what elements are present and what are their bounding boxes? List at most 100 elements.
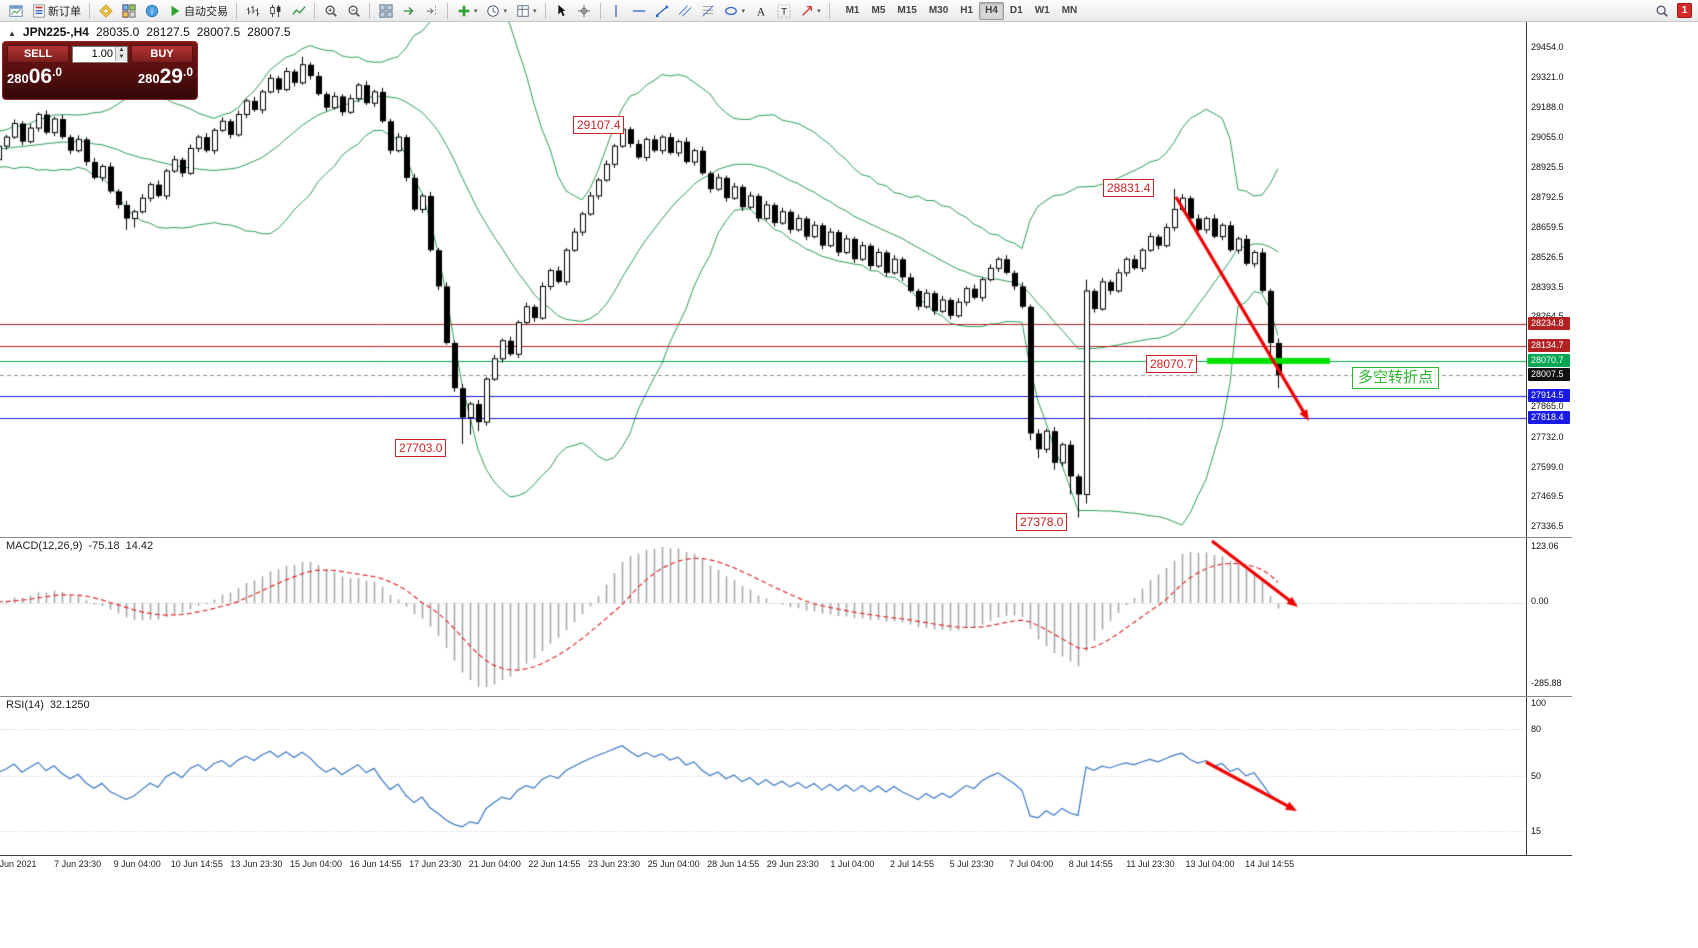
text-label-button[interactable]: T: [772, 1, 795, 20]
macd-tick-label: 0.00: [1531, 596, 1549, 606]
cursor-button[interactable]: [550, 1, 573, 20]
chart-high: 28127.5: [146, 25, 190, 39]
trendline-button[interactable]: [651, 1, 674, 20]
equidistant-channel-button[interactable]: [674, 1, 697, 20]
buy-button[interactable]: BUY: [131, 45, 193, 63]
vline-icon: [609, 3, 624, 18]
timeframe-m1-button[interactable]: M1: [840, 2, 866, 20]
vertical-line-button[interactable]: [605, 1, 628, 20]
new-chart-button[interactable]: [4, 1, 27, 20]
macd-axis: 123.06 0.00 -285.88: [1526, 538, 1588, 696]
rsi-tick-label: 15: [1531, 826, 1542, 837]
macd-tick-label: 123.06: [1531, 541, 1559, 551]
time-tick-label: 17 Jun 23:30: [409, 859, 462, 869]
panel-separator[interactable]: [0, 696, 1572, 697]
templates-button[interactable]: ▾: [511, 1, 541, 20]
chart-window-icon: [8, 3, 23, 18]
toolbar-separator: [447, 2, 448, 19]
chart-title: ▲ JPN225-,H4 28035.0 28127.5 28007.5 280…: [8, 25, 291, 39]
shapes-button[interactable]: ▾: [720, 1, 750, 20]
toolbar-separator: [599, 2, 601, 19]
candle-chart-mode-button[interactable]: [264, 1, 287, 20]
time-tick-label: 7 Jun 23:30: [54, 859, 102, 869]
bar-chart-mode-button[interactable]: [241, 1, 264, 20]
time-tick-label: 5 Jul 23:30: [949, 859, 994, 869]
periods-button[interactable]: ▾: [482, 1, 512, 20]
indicators-button[interactable]: ▾: [452, 1, 482, 20]
time-tick-label: 25 Jun 04:00: [647, 859, 700, 869]
crosshair-button[interactable]: [573, 1, 596, 20]
data-window-button[interactable]: i: [140, 1, 163, 20]
timeframe-m5-button[interactable]: M5: [865, 2, 891, 20]
macd-name: MACD(12,26,9): [6, 540, 83, 552]
timeframe-m15-button[interactable]: M15: [891, 2, 922, 20]
price-annotation[interactable]: 27703.0: [395, 439, 447, 457]
market-watch-button[interactable]: [117, 1, 140, 20]
tile-icon: [378, 3, 393, 18]
one-click-trading-panel: SELL ▲ ▼ BUY 28006.0 28029.0: [2, 41, 198, 100]
rsi-value: 32.1250: [49, 699, 90, 711]
text-icon: A: [753, 3, 768, 18]
timeframe-h4-button[interactable]: H4: [979, 1, 1004, 20]
macd-value-signal: 14.42: [125, 540, 154, 552]
notification-badge[interactable]: 1: [1677, 3, 1692, 18]
auto-scroll-button[interactable]: [397, 1, 420, 20]
note-annotation[interactable]: 多空转折点: [1352, 367, 1440, 389]
buy-price: 28029.0: [137, 65, 193, 88]
price-annotation[interactable]: 27378.0: [1016, 513, 1068, 531]
text-button[interactable]: A: [749, 1, 772, 20]
rsi-tick-label: 100: [1531, 698, 1547, 708]
search-button[interactable]: [1650, 1, 1673, 20]
auto-trading-button[interactable]: 自动交易: [163, 1, 232, 20]
mql5-community-button[interactable]: [94, 1, 117, 20]
time-tick-label: 13 Jul 04:00: [1185, 859, 1235, 869]
rsi-tick-label: 50: [1531, 771, 1542, 781]
rsi-name: RSI(14): [6, 699, 44, 711]
price-tag: 27818.4: [1528, 410, 1570, 424]
arrows-button[interactable]: ▾: [795, 1, 825, 20]
toolbar: 新订单 i 自动交易 ▾ ▾ ▾ ▾ A T ▾ M1 M5 M15 M30 H1 H4 D1 W1 MN 1: [0, 0, 1698, 22]
panel-separator[interactable]: [0, 537, 1572, 538]
fibonacci-retracement-button[interactable]: [697, 1, 720, 20]
chart-shift-button[interactable]: [420, 1, 443, 20]
macd-tick-label: -285.88: [1531, 678, 1562, 688]
price-tick-label: 29055.0: [1531, 132, 1564, 143]
line-chart-mode-button[interactable]: [287, 1, 310, 20]
timeframe-h1-button[interactable]: H1: [954, 2, 979, 20]
hline-icon: [632, 3, 647, 18]
order-form-icon: [31, 3, 46, 18]
toolbar-separator: [828, 2, 830, 19]
macd-panel-canvas[interactable]: [0, 538, 1526, 696]
sell-button[interactable]: SELL: [7, 45, 69, 63]
main-chart-canvas[interactable]: [0, 22, 1526, 537]
new-order-button[interactable]: 新订单: [27, 1, 85, 20]
volume-down-button[interactable]: ▼: [115, 54, 127, 61]
candles-icon: [268, 3, 283, 18]
zoom-out-button[interactable]: [342, 1, 365, 20]
price-annotation[interactable]: 28070.7: [1146, 355, 1198, 373]
template-icon: [515, 3, 530, 18]
time-tick-label: 23 Jun 23:30: [587, 859, 641, 869]
timeframe-d1-button[interactable]: D1: [1004, 2, 1029, 20]
price-tick-label: 27865.0: [1531, 401, 1564, 412]
timeframe-mn-button[interactable]: MN: [1056, 2, 1084, 20]
rsi-panel-canvas[interactable]: [0, 697, 1526, 855]
tile-windows-button[interactable]: [374, 1, 397, 20]
timeframe-m30-button[interactable]: M30: [923, 2, 954, 20]
time-tick-label: Jun 2021: [0, 859, 37, 869]
market-watch-icon: [121, 3, 136, 18]
timeframe-w1-button[interactable]: W1: [1029, 2, 1056, 20]
time-tick-label: 21 Jun 04:00: [468, 859, 521, 869]
price-tag: 28007.5: [1528, 368, 1570, 382]
svg-text:i: i: [151, 7, 153, 16]
volume-input[interactable]: [73, 46, 115, 62]
price-annotation[interactable]: 29107.4: [573, 116, 625, 134]
horizontal-line-button[interactable]: [628, 1, 651, 20]
volume-up-button[interactable]: ▲: [115, 47, 127, 54]
zoom-in-button[interactable]: [319, 1, 342, 20]
price-annotation[interactable]: 28831.4: [1103, 179, 1155, 197]
price-tick-label: 29321.0: [1531, 72, 1564, 83]
compass-icon: [98, 3, 113, 18]
